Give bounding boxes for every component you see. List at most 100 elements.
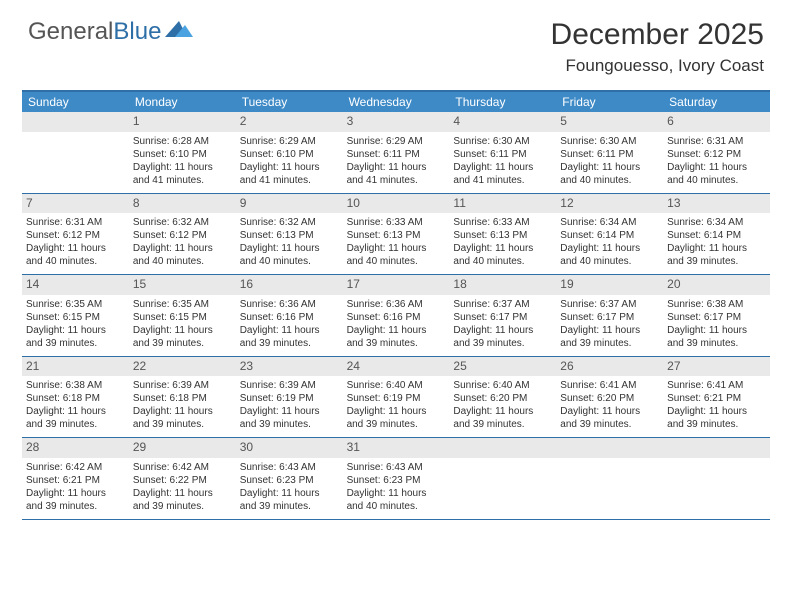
sun-line: Sunset: 6:17 PM — [560, 311, 659, 324]
day-number: 5 — [556, 112, 663, 132]
daylight-line: Daylight: 11 hours and 39 minutes. — [26, 487, 125, 513]
daylight-line: Daylight: 11 hours and 40 minutes. — [347, 242, 446, 268]
week-row: 21Sunrise: 6:38 AMSunset: 6:18 PMDayligh… — [22, 357, 770, 439]
week-row: 1Sunrise: 6:28 AMSunset: 6:10 PMDaylight… — [22, 112, 770, 194]
triangle-icon — [165, 18, 193, 46]
sun-line: Sunrise: 6:31 AM — [26, 216, 125, 229]
daylight-line: Daylight: 11 hours and 39 minutes. — [133, 405, 232, 431]
day-cell: 1Sunrise: 6:28 AMSunset: 6:10 PMDaylight… — [129, 112, 236, 193]
day-cell: 26Sunrise: 6:41 AMSunset: 6:20 PMDayligh… — [556, 357, 663, 438]
day-cell: 9Sunrise: 6:32 AMSunset: 6:13 PMDaylight… — [236, 194, 343, 275]
day-number — [556, 438, 663, 458]
day-cell: 3 Sunrise: 6:29 AMSunset: 6:11 PMDaylight… — [343, 112, 450, 193]
day-number: 13 — [663, 194, 770, 214]
day-number: 25 — [449, 357, 556, 377]
daylight-line: Daylight: 11 hours and 39 minutes. — [347, 405, 446, 431]
sun-line: Sunrise: 6:39 AM — [133, 379, 232, 392]
day-number: 19 — [556, 275, 663, 295]
daylight-line: Daylight: 11 hours and 39 minutes. — [133, 324, 232, 350]
day-header: Friday — [556, 92, 663, 112]
sun-line: Sunset: 6:13 PM — [453, 229, 552, 242]
day-cell — [22, 112, 129, 193]
day-cell — [556, 438, 663, 519]
day-cell: 30Sunrise: 6:43 AMSunset: 6:23 PMDayligh… — [236, 438, 343, 519]
day-number: 7 — [22, 194, 129, 214]
daylight-line: Daylight: 11 hours and 39 minutes. — [667, 405, 766, 431]
sun-line: Sunrise: 6:38 AM — [667, 298, 766, 311]
day-cell — [449, 438, 556, 519]
day-cell: 23Sunrise: 6:39 AMSunset: 6:19 PMDayligh… — [236, 357, 343, 438]
day-number: 27 — [663, 357, 770, 377]
sun-line: Sunrise: 6:39 AM — [240, 379, 339, 392]
sun-line: Sunset: 6:23 PM — [347, 474, 446, 487]
sun-line: Sunset: 6:13 PM — [240, 229, 339, 242]
sun-line: Sunrise: 6:35 AM — [133, 298, 232, 311]
sun-line: Sunset: 6:17 PM — [667, 311, 766, 324]
sun-line: Sunrise: 6:40 AM — [453, 379, 552, 392]
day-number — [663, 438, 770, 458]
day-cell: 11Sunrise: 6:33 AMSunset: 6:13 PMDayligh… — [449, 194, 556, 275]
day-number — [22, 112, 129, 132]
day-number: 22 — [129, 357, 236, 377]
sun-line: Sunrise: 6:38 AM — [26, 379, 125, 392]
day-cell: 19Sunrise: 6:37 AMSunset: 6:17 PMDayligh… — [556, 275, 663, 356]
day-cell: 27Sunrise: 6:41 AMSunset: 6:21 PMDayligh… — [663, 357, 770, 438]
day-number: 17 — [343, 275, 450, 295]
day-cell: 15Sunrise: 6:35 AMSunset: 6:15 PMDayligh… — [129, 275, 236, 356]
logo: GeneralBlue — [28, 18, 193, 46]
day-number: 16 — [236, 275, 343, 295]
sun-line: Sunset: 6:16 PM — [240, 311, 339, 324]
day-cell: 25Sunrise: 6:40 AMSunset: 6:20 PMDayligh… — [449, 357, 556, 438]
day-cell — [663, 438, 770, 519]
day-number: 30 — [236, 438, 343, 458]
sun-line: Sunset: 6:18 PM — [133, 392, 232, 405]
sun-line: Sunset: 6:18 PM — [26, 392, 125, 405]
weeks-container: 1Sunrise: 6:28 AMSunset: 6:10 PMDaylight… — [22, 112, 770, 520]
day-cell: 31Sunrise: 6:43 AMSunset: 6:23 PMDayligh… — [343, 438, 450, 519]
sun-line: Sunset: 6:23 PM — [240, 474, 339, 487]
sun-line: Sunset: 6:11 PM — [347, 148, 446, 161]
header: GeneralBlue December 2025 Foungouesso, I… — [0, 0, 792, 76]
sun-line: Sunrise: 6:43 AM — [347, 461, 446, 474]
day-cell: 17Sunrise: 6:36 AMSunset: 6:16 PMDayligh… — [343, 275, 450, 356]
day-cell: 8 Sunrise: 6:32 AMSunset: 6:12 PMDaylight… — [129, 194, 236, 275]
daylight-line: Daylight: 11 hours and 41 minutes. — [347, 161, 446, 187]
sun-line: Sunrise: 6:42 AM — [133, 461, 232, 474]
sun-line: Sunrise: 6:31 AM — [667, 135, 766, 148]
daylight-line: Daylight: 11 hours and 40 minutes. — [667, 161, 766, 187]
day-header: Monday — [129, 92, 236, 112]
sun-line: Sunrise: 6:35 AM — [26, 298, 125, 311]
daylight-line: Daylight: 11 hours and 41 minutes. — [240, 161, 339, 187]
sun-line: Sunrise: 6:29 AM — [347, 135, 446, 148]
sun-line: Sunset: 6:14 PM — [667, 229, 766, 242]
sun-line: Sunset: 6:21 PM — [667, 392, 766, 405]
sun-line: Sunset: 6:19 PM — [240, 392, 339, 405]
sun-line: Sunset: 6:12 PM — [26, 229, 125, 242]
sun-line: Sunrise: 6:30 AM — [560, 135, 659, 148]
day-header: Saturday — [663, 92, 770, 112]
sun-line: Sunset: 6:20 PM — [560, 392, 659, 405]
day-cell: 16Sunrise: 6:36 AMSunset: 6:16 PMDayligh… — [236, 275, 343, 356]
day-number: 23 — [236, 357, 343, 377]
sun-line: Sunset: 6:12 PM — [133, 229, 232, 242]
day-cell: 4Sunrise: 6:30 AMSunset: 6:11 PMDaylight… — [449, 112, 556, 193]
day-number: 9 — [236, 194, 343, 214]
sun-line: Sunset: 6:15 PM — [26, 311, 125, 324]
day-cell: 18Sunrise: 6:37 AMSunset: 6:17 PMDayligh… — [449, 275, 556, 356]
day-number: 4 — [449, 112, 556, 132]
day-number: 3 — [343, 112, 450, 132]
daylight-line: Daylight: 11 hours and 40 minutes. — [133, 242, 232, 268]
day-header: Sunday — [22, 92, 129, 112]
day-cell: 7Sunrise: 6:31 AMSunset: 6:12 PMDaylight… — [22, 194, 129, 275]
daylight-line: Daylight: 11 hours and 39 minutes. — [26, 324, 125, 350]
sun-line: Sunrise: 6:34 AM — [560, 216, 659, 229]
title-block: December 2025 Foungouesso, Ivory Coast — [551, 18, 764, 76]
sun-line: Sunset: 6:15 PM — [133, 311, 232, 324]
day-number: 8 — [129, 194, 236, 214]
daylight-line: Daylight: 11 hours and 40 minutes. — [560, 161, 659, 187]
sun-line: Sunrise: 6:32 AM — [133, 216, 232, 229]
logo-text-2: Blue — [113, 18, 161, 46]
day-cell: 6Sunrise: 6:31 AMSunset: 6:12 PMDaylight… — [663, 112, 770, 193]
daylight-line: Daylight: 11 hours and 39 minutes. — [453, 324, 552, 350]
daylight-line: Daylight: 11 hours and 41 minutes. — [453, 161, 552, 187]
